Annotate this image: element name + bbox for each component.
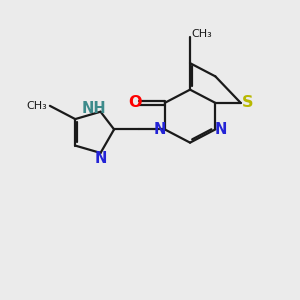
Text: CH₃: CH₃ [191, 29, 212, 39]
Text: NH: NH [82, 101, 106, 116]
Text: S: S [242, 95, 253, 110]
Text: N: N [214, 122, 227, 137]
Text: CH₃: CH₃ [26, 101, 47, 111]
Text: N: N [153, 122, 166, 137]
Text: O: O [128, 95, 142, 110]
Text: N: N [94, 151, 107, 166]
